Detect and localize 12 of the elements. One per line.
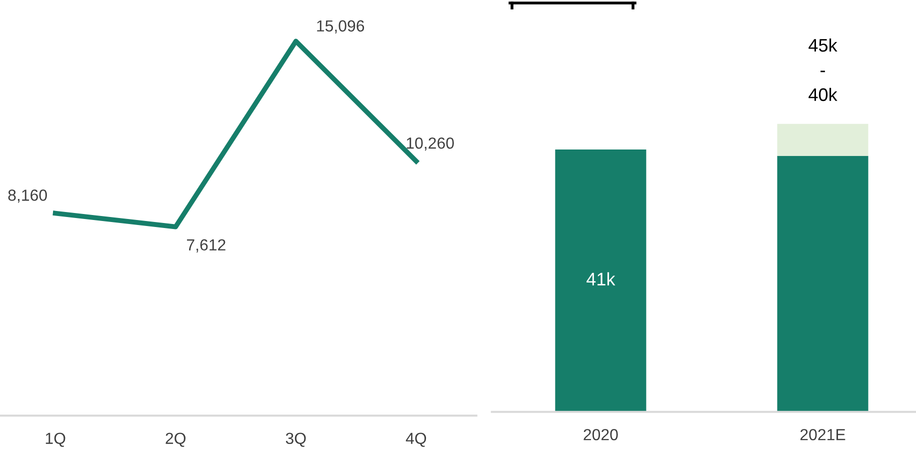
x-tick-label: 2Q — [166, 432, 186, 447]
total-label: 45k - 40k — [808, 38, 838, 102]
data-label: 15,096 — [317, 20, 364, 34]
data-label: 8,160 — [8, 190, 47, 203]
data-label: 10,260 — [406, 137, 454, 151]
x-tick-label: 4Q — [406, 432, 426, 447]
x-tick-label: 3Q — [286, 432, 306, 447]
data-label: 7,612 — [187, 239, 226, 252]
x-tick-label: 2020 — [584, 428, 618, 440]
data-label: 41k — [586, 272, 616, 286]
x-tick-label: 1Q — [46, 432, 66, 447]
x-tick-label: 2021E — [800, 428, 846, 440]
